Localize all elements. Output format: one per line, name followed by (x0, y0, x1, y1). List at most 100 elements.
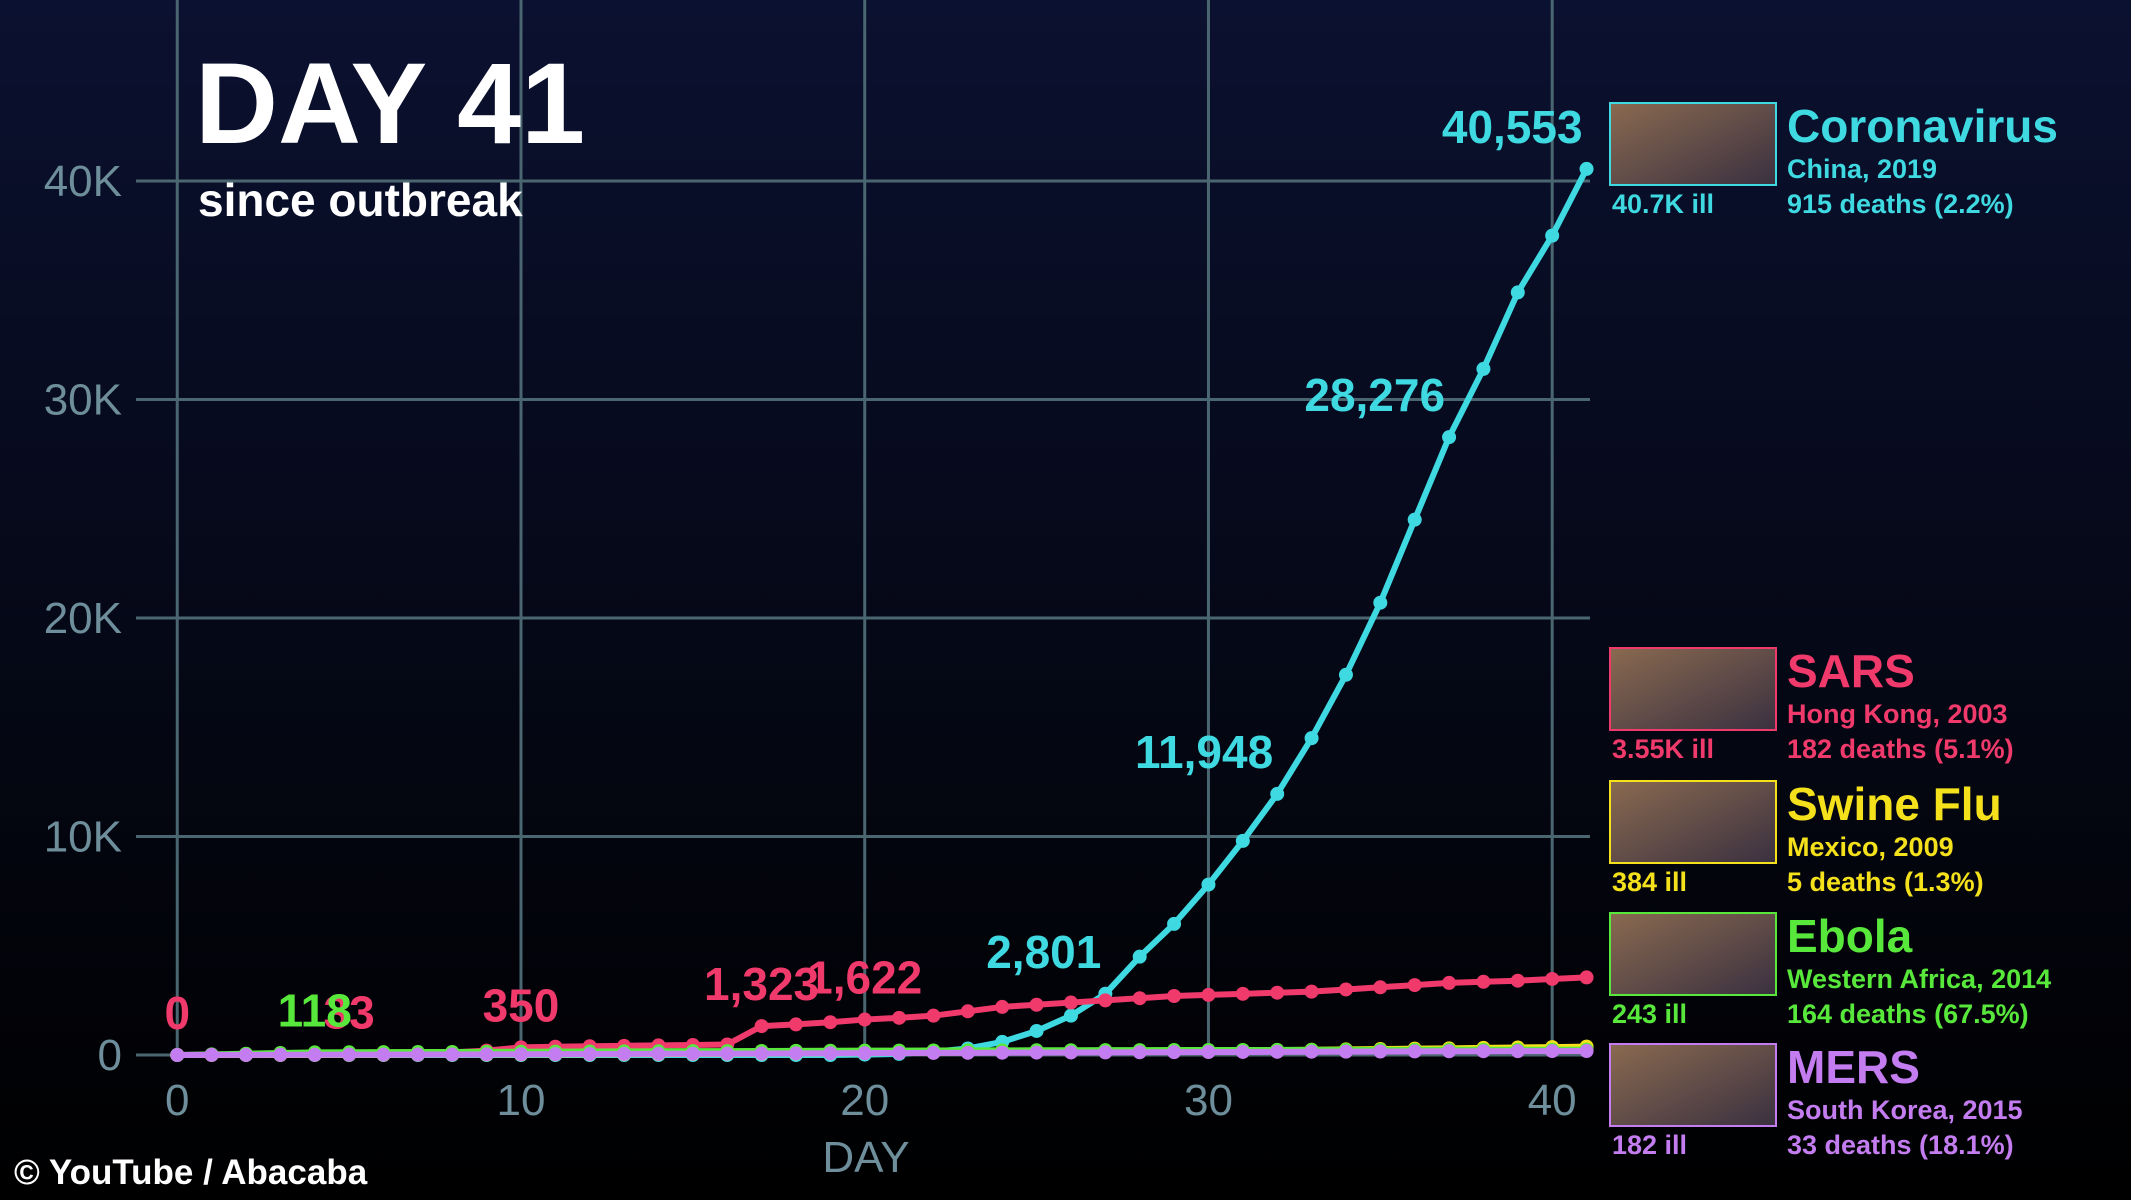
data-label: 1,323 (704, 958, 819, 1010)
data-point (1304, 731, 1319, 746)
data-point (1510, 973, 1525, 988)
data-label: 118 (278, 984, 352, 1036)
data-point (1270, 1044, 1285, 1059)
legend-place: Western Africa, 2014 (1787, 964, 2051, 994)
data-point (1167, 989, 1182, 1004)
data-point (960, 1004, 975, 1019)
data-point (1442, 975, 1457, 990)
legend-ill: 3.55K ill (1612, 734, 1714, 764)
legend-ill: 243 ill (1612, 999, 1687, 1029)
y-tick-label: 40K (44, 157, 122, 206)
data-point (1338, 667, 1353, 682)
data-point (1476, 361, 1491, 376)
legend-place: South Korea, 2015 (1787, 1095, 2023, 1125)
data-point (1132, 991, 1147, 1006)
data-point (1270, 985, 1285, 1000)
data-point (1338, 1044, 1353, 1059)
legend-image (1609, 647, 1777, 731)
data-point (1442, 1044, 1457, 1059)
data-point (995, 999, 1010, 1014)
data-point (1235, 833, 1250, 848)
data-point (238, 1047, 253, 1062)
data-point (926, 1008, 941, 1023)
y-tick-label: 20K (44, 594, 122, 643)
data-point (1373, 980, 1388, 995)
data-point (617, 1046, 632, 1061)
chart-title: DAY 41 (195, 40, 585, 168)
data-point (1132, 1045, 1147, 1060)
data-point (1373, 595, 1388, 610)
data-point (1407, 978, 1422, 993)
data-point (1029, 1045, 1044, 1060)
data-point (513, 1047, 528, 1062)
data-point (1510, 285, 1525, 300)
legend-image (1609, 780, 1777, 864)
legend-name: Swine Flu (1787, 778, 2002, 830)
legend-name: SARS (1787, 645, 1915, 697)
data-label: 40,553 (1442, 101, 1583, 153)
legend-deaths: 5 deaths (1.3%) (1787, 867, 1984, 897)
data-point (1201, 987, 1216, 1002)
data-point (754, 1019, 769, 1034)
legend-name: MERS (1787, 1041, 1920, 1093)
data-point (788, 1046, 803, 1061)
data-point (1476, 1044, 1491, 1059)
data-point (1029, 997, 1044, 1012)
data-label: 1,622 (807, 952, 922, 1004)
data-point (1579, 970, 1594, 985)
legend-place: China, 2019 (1787, 154, 1937, 184)
data-point (1510, 1044, 1525, 1059)
data-point (1270, 786, 1285, 801)
data-point (1201, 1045, 1216, 1060)
data-point (479, 1047, 494, 1062)
data-point (1132, 949, 1147, 964)
data-point (273, 1047, 288, 1062)
legend-deaths: 33 deaths (18.1%) (1787, 1130, 2014, 1160)
data-point (1579, 161, 1594, 176)
data-point (857, 1046, 872, 1061)
data-point (1545, 971, 1560, 986)
data-point (823, 1015, 838, 1030)
x-tick-label: 0 (165, 1076, 189, 1125)
data-point (1545, 228, 1560, 243)
legend-place: Hong Kong, 2003 (1787, 699, 2008, 729)
data-point (1201, 877, 1216, 892)
data-point (960, 1045, 975, 1060)
data-point (892, 1010, 907, 1025)
data-point (857, 1012, 872, 1027)
legend-ill: 40.7K ill (1612, 189, 1714, 219)
data-point (376, 1047, 391, 1062)
y-tick-label: 30K (44, 376, 122, 425)
data-point (1235, 986, 1250, 1001)
legend-deaths: 164 deaths (67.5%) (1787, 999, 2029, 1029)
chart-subtitle: since outbreak (198, 174, 523, 226)
data-point (1304, 984, 1319, 999)
data-label: 11,948 (1135, 726, 1273, 778)
data-point (995, 1045, 1010, 1060)
data-point (582, 1047, 597, 1062)
credit: © YouTube / Abacaba (14, 1153, 368, 1192)
data-point (1029, 1023, 1044, 1038)
data-label: 33 (324, 986, 375, 1038)
data-label: 2,801 (986, 926, 1101, 978)
legend-name: Coronavirus (1787, 100, 2058, 152)
legend-ill: 182 ill (1612, 1130, 1687, 1160)
data-point (1235, 1044, 1250, 1059)
data-point (1442, 430, 1457, 445)
data-point (1579, 1044, 1594, 1059)
legend-deaths: 915 deaths (2.2%) (1787, 189, 2014, 219)
x-tick-label: 30 (1184, 1076, 1233, 1125)
data-point (1407, 512, 1422, 527)
data-point (1304, 1044, 1319, 1059)
data-point (754, 1046, 769, 1061)
data-point (445, 1047, 460, 1062)
data-point (892, 1046, 907, 1061)
y-tick-label: 0 (98, 1031, 122, 1080)
legend-image (1609, 102, 1777, 186)
data-point (1476, 974, 1491, 989)
x-tick-label: 20 (840, 1076, 889, 1125)
data-point (1063, 1045, 1078, 1060)
data-point (1063, 1008, 1078, 1023)
data-point (342, 1047, 357, 1062)
